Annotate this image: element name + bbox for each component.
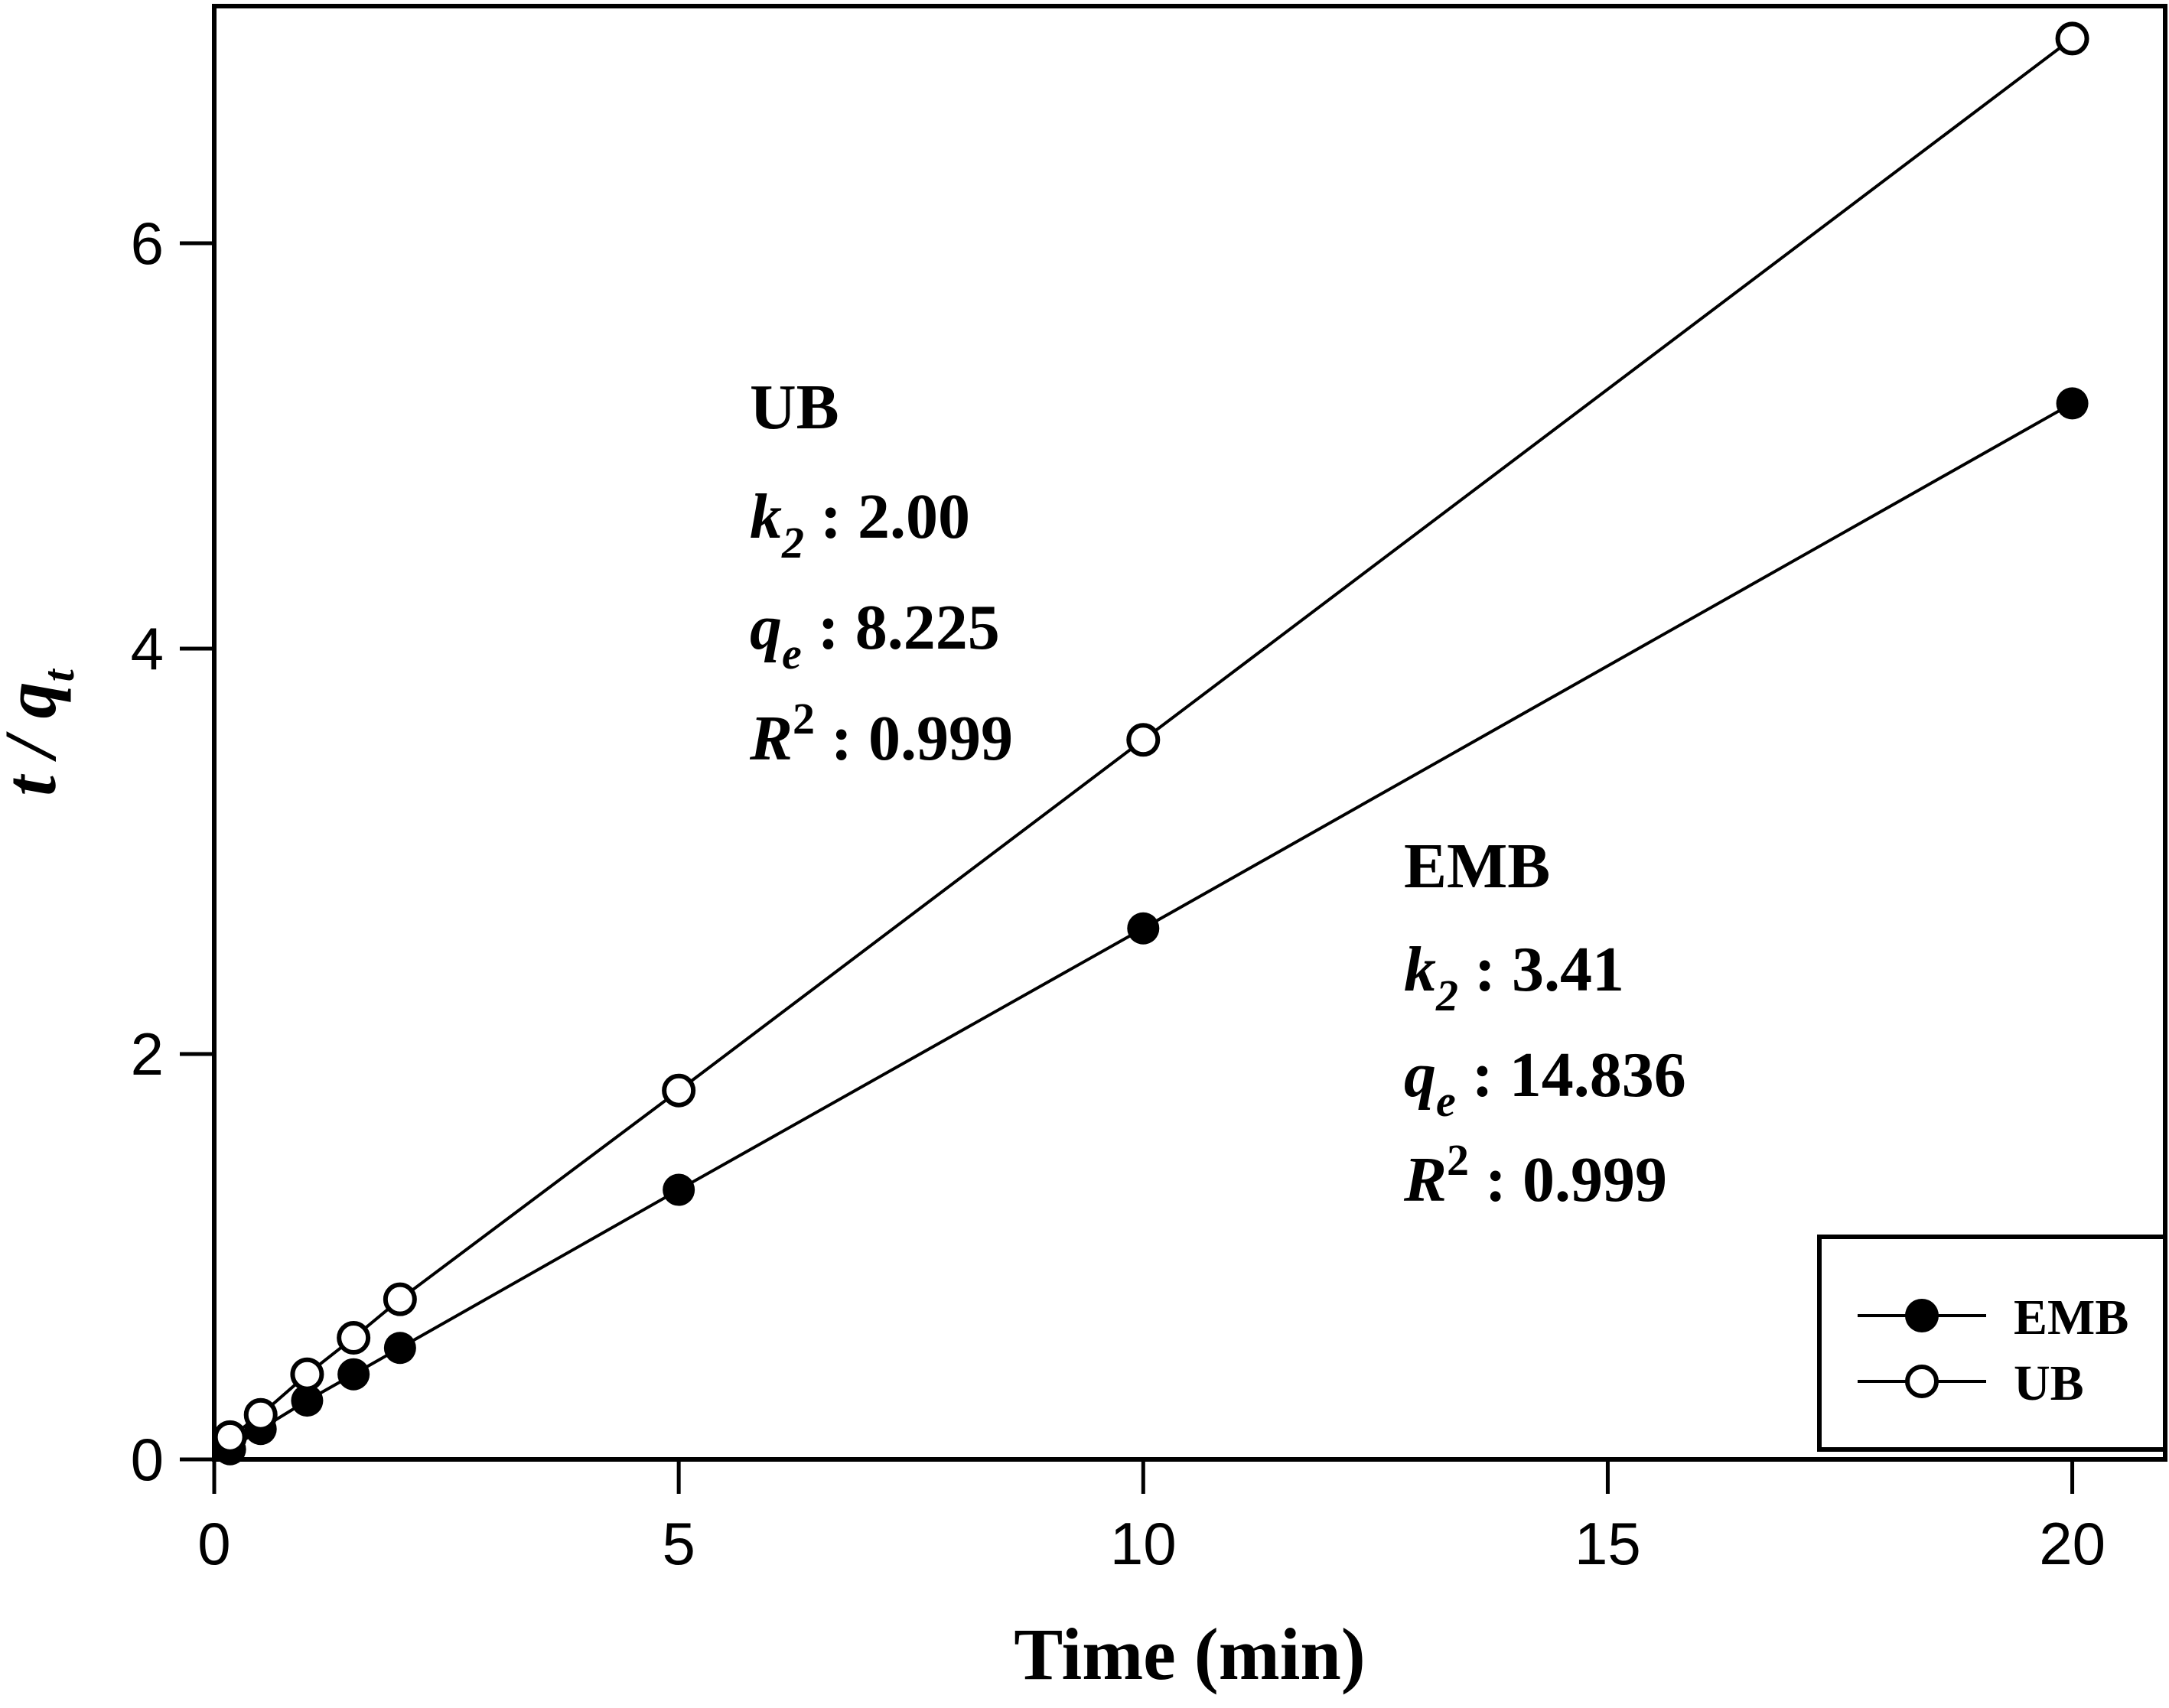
y-tick-label: 4 xyxy=(131,615,164,682)
legend-emb-filled-circle-icon xyxy=(1905,1299,1939,1332)
data-point-ub xyxy=(662,1073,696,1108)
y-axis-title-sub: t xyxy=(34,668,83,682)
x-tick-label: 20 xyxy=(2039,1510,2105,1577)
data-point-emb xyxy=(383,1332,416,1365)
annotation-ub-k2: k2 : 2.00 xyxy=(750,481,970,568)
annotation-ub-title: UB xyxy=(750,372,839,443)
legend-item-emb: EMB xyxy=(1858,1290,2128,1345)
data-point-emb xyxy=(337,1358,370,1391)
svg-text:t / qt: t / qt xyxy=(0,668,83,795)
data-point-ub xyxy=(290,1357,324,1391)
plot-area xyxy=(212,4,2167,1462)
annotation-ub-qe: qe : 8.225 xyxy=(750,592,1000,678)
legend-frame xyxy=(1817,1235,2167,1452)
x-axis-ticks: 0 5 10 15 20 xyxy=(197,1459,2105,1577)
y-axis-title-main: t / q xyxy=(0,682,71,795)
x-tick-label: 15 xyxy=(1575,1510,1641,1577)
data-point-ub xyxy=(213,1420,247,1454)
data-point-ub xyxy=(337,1321,371,1355)
data-point-emb xyxy=(291,1384,324,1417)
annotation-ub: UB k2 : 2.00 qe : 8.225 R2 : 0.999 xyxy=(749,372,1013,774)
y-axis-ticks: 0 2 4 6 xyxy=(131,210,214,1493)
annotation-emb-qe: qe : 14.836 xyxy=(1404,1039,1686,1126)
y-tick-label: 0 xyxy=(131,1426,164,1493)
legend-emb-label: EMB xyxy=(2014,1290,2128,1345)
data-series xyxy=(213,21,2089,1466)
x-tick-label: 0 xyxy=(197,1510,230,1577)
x-tick-label: 10 xyxy=(1110,1510,1177,1577)
annotation-emb-k2: k2 : 3.41 xyxy=(1404,934,1624,1020)
legend: EMB UB xyxy=(1817,1235,2167,1452)
data-point-ub xyxy=(243,1397,278,1432)
annotation-ub-r2: R2 : 0.999 xyxy=(749,694,1013,774)
annotation-emb-r2: R2 : 0.999 xyxy=(1403,1135,1667,1215)
annotation-emb: EMB k2 : 3.41 qe : 14.836 R2 : 0.999 xyxy=(1403,831,1686,1215)
data-point-ub xyxy=(1126,723,1161,757)
data-point-emb xyxy=(663,1173,695,1206)
legend-ub-label: UB xyxy=(2014,1355,2084,1411)
y-tick-label: 2 xyxy=(131,1020,164,1088)
legend-item-ub: UB xyxy=(1858,1355,2084,1411)
y-tick-label: 6 xyxy=(131,210,164,277)
y-axis-title: t / qt xyxy=(0,668,83,795)
legend-ub-open-circle-icon xyxy=(1905,1365,1939,1398)
x-tick-label: 5 xyxy=(662,1510,695,1577)
x-axis-title: Time (min) xyxy=(1014,1613,1366,1695)
annotation-emb-title: EMB xyxy=(1404,831,1550,902)
data-point-emb xyxy=(2056,387,2089,420)
data-point-ub xyxy=(383,1282,417,1316)
data-point-emb xyxy=(1127,912,1160,945)
data-point-ub xyxy=(2055,21,2089,56)
